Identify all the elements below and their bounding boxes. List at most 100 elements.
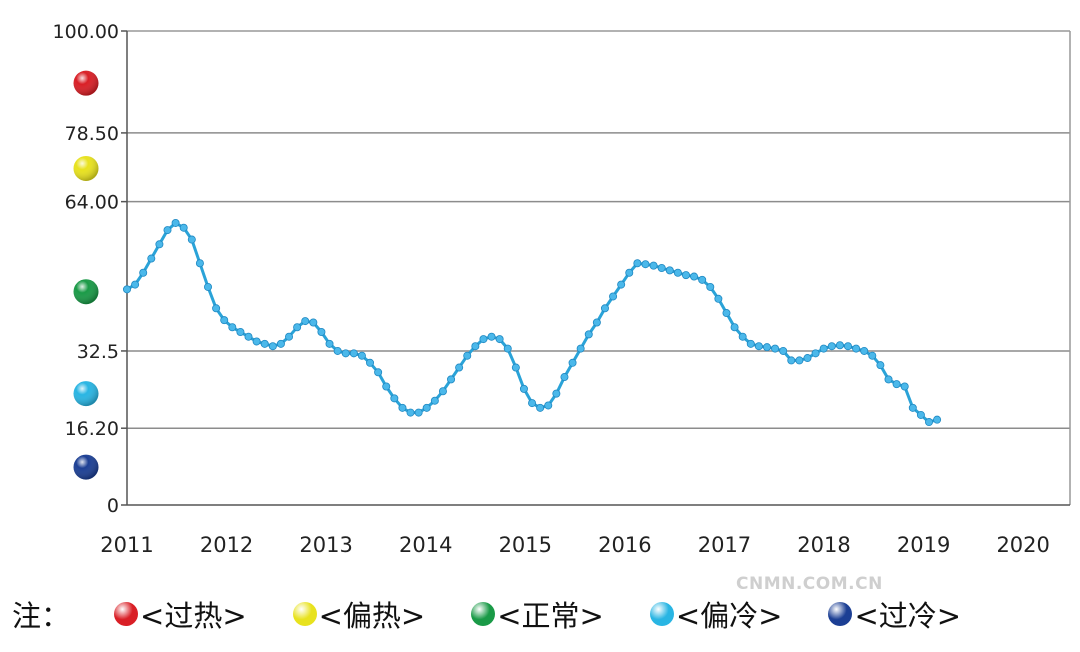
data-point (366, 358, 375, 367)
indicator-正常 (73, 279, 99, 305)
data-point (795, 356, 804, 365)
data-point (390, 394, 399, 403)
x-axis-ticks: 2011 2012 2013 2014 2015 2016 2017 2018 2019 2020 (100, 533, 1050, 557)
legend-item-cool: <偏冷> (649, 593, 782, 635)
data-point (860, 346, 869, 355)
y-tick-label: 100.00 (53, 21, 119, 43)
data-point (236, 327, 245, 336)
legend-item-overheat: <过热> (114, 593, 247, 635)
legend-item-overcool: <过冷> (828, 593, 961, 635)
data-point (779, 346, 788, 355)
data-point (179, 223, 188, 232)
data-point (495, 335, 504, 344)
data-point (301, 317, 310, 326)
status-indicators (73, 70, 99, 480)
data-point (309, 318, 318, 327)
data-point (414, 408, 423, 417)
legend: 注： <过热> <偏热> <正常> <偏冷> <过冷> (12, 592, 1072, 636)
data-point (503, 344, 512, 353)
data-point (933, 415, 942, 424)
legend-title: 注： (12, 599, 71, 633)
data-point (600, 304, 609, 313)
data-point (892, 380, 901, 389)
data-point (155, 240, 164, 249)
data-point (609, 292, 618, 301)
y-tick-label: 0 (107, 495, 119, 517)
axes (126, 30, 1071, 506)
data-point (357, 351, 366, 360)
x-tick-label: 2019 (897, 533, 950, 557)
data-point (916, 410, 925, 419)
indicator-ball-shine (73, 381, 99, 407)
indicator-ball-shine (73, 279, 99, 305)
data-point (884, 375, 893, 384)
x-tick-label: 2012 (200, 533, 253, 557)
data-point (722, 309, 731, 318)
data-point (187, 235, 196, 244)
data-point (665, 266, 674, 275)
x-tick-label: 2014 (399, 533, 452, 557)
data-point (349, 349, 358, 358)
indicator-过冷 (73, 454, 99, 480)
yellow-dot-icon (292, 602, 317, 626)
indicator-偏热 (73, 155, 99, 181)
data-point (422, 403, 431, 412)
data-point (244, 332, 253, 341)
data-point (276, 339, 285, 348)
data-point (754, 342, 763, 351)
data-point (900, 382, 909, 391)
data-point (333, 346, 342, 355)
data-point (487, 332, 496, 341)
legend-label: <过热> (140, 599, 247, 633)
x-tick-label: 2020 (996, 533, 1049, 557)
y-axis-ticks: 0 16.20 32.5 64.00 78.50 100.00 (53, 21, 127, 517)
data-point (673, 268, 682, 277)
light-blue-dot-icon (649, 602, 674, 626)
data-point (803, 354, 812, 363)
dark-blue-dot-icon (828, 602, 853, 626)
data-point (228, 323, 237, 332)
data-point (852, 344, 861, 353)
data-point (398, 403, 407, 412)
data-point (560, 373, 569, 382)
data-point (706, 282, 715, 291)
data-point (649, 261, 658, 270)
indicator-ball-shine (73, 155, 99, 181)
data-point (819, 344, 828, 353)
data-point (519, 384, 528, 393)
data-point (455, 363, 464, 372)
data-point (463, 351, 472, 360)
green-dot-icon (471, 602, 496, 626)
data-point (374, 368, 383, 377)
data-point (787, 356, 796, 365)
legend-label: <偏热> (318, 599, 426, 633)
data-point (552, 389, 561, 398)
data-point (131, 280, 140, 289)
data-point (617, 280, 626, 289)
data-point (657, 263, 666, 272)
data-point (641, 260, 650, 269)
data-point (835, 341, 844, 350)
data-point (430, 396, 439, 405)
data-point (438, 387, 447, 396)
indicator-ball-shine (73, 454, 99, 480)
data-point (868, 351, 877, 360)
y-tick-label: 64.00 (65, 192, 119, 214)
data-point (908, 403, 917, 412)
data-point (576, 344, 585, 353)
data-point (163, 226, 172, 235)
data-point (730, 323, 739, 332)
data-point (584, 330, 593, 339)
x-tick-label: 2013 (299, 533, 352, 557)
data-point (220, 316, 229, 325)
series-line (126, 221, 938, 424)
data-point (690, 272, 699, 281)
data-point (771, 344, 780, 353)
indicator-过热 (73, 70, 99, 96)
series-group (123, 218, 942, 427)
x-tick-label: 2011 (100, 533, 153, 557)
red-dot-icon (114, 602, 139, 626)
data-point (592, 318, 601, 327)
data-point (544, 401, 553, 410)
